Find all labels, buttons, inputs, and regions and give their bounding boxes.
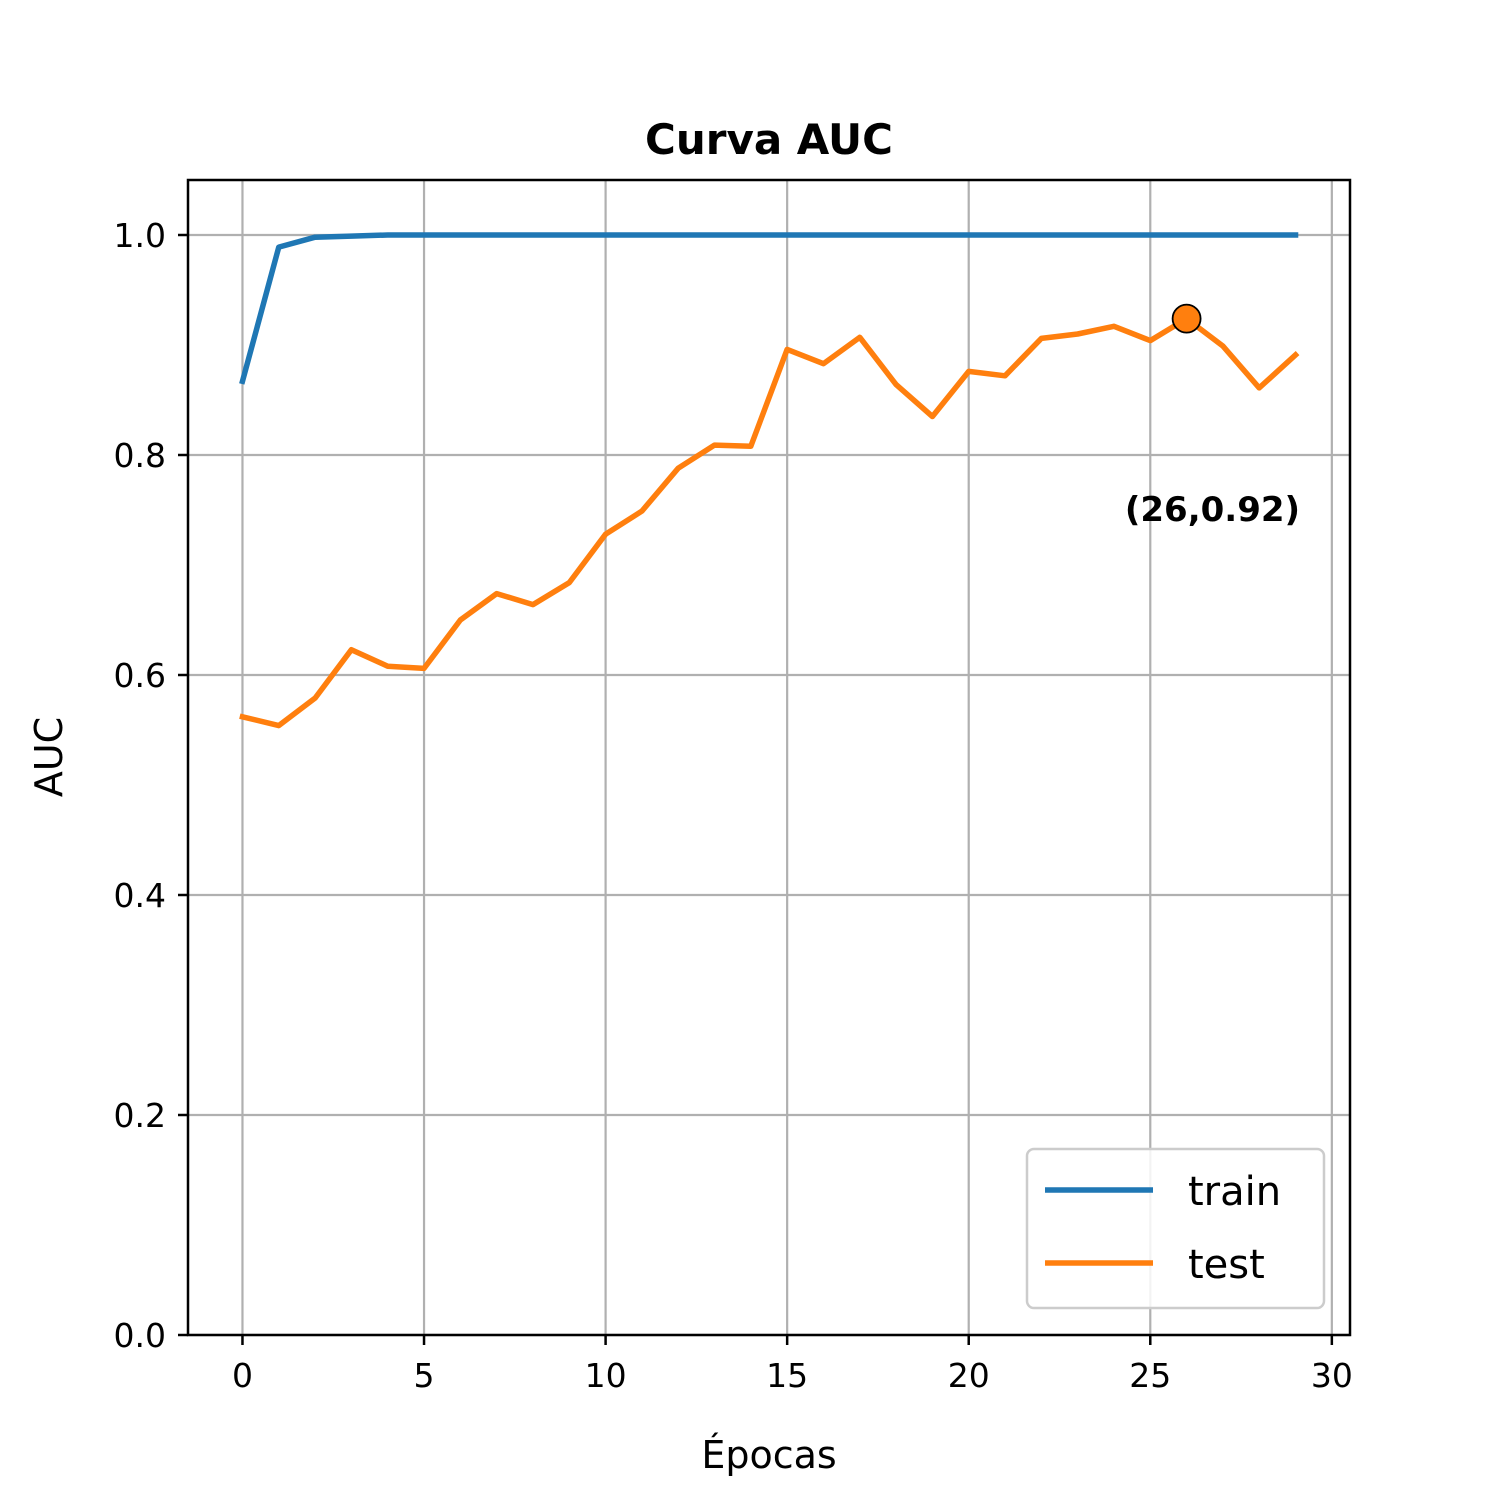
- x-tick-label: 20: [948, 1356, 990, 1395]
- x-tick-label: 30: [1311, 1356, 1353, 1395]
- chart-title: Curva AUC: [645, 115, 893, 164]
- y-tick-label: 0.0: [114, 1316, 166, 1355]
- x-tick-label: 15: [766, 1356, 808, 1395]
- x-tick-label: 10: [585, 1356, 627, 1395]
- y-tick-label: 1.0: [114, 216, 166, 255]
- best-point-annotation: (26,0.92): [1125, 490, 1300, 530]
- x-tick-label: 5: [414, 1356, 435, 1395]
- y-axis-label: AUC: [27, 717, 71, 797]
- plot-frame: [186, 178, 1352, 1337]
- marker-layer: [1171, 303, 1202, 334]
- y-tick-label: 0.4: [114, 876, 166, 915]
- tick-layer: 0 5 10 15 20 25 30 0.0 0.2 0.4 0.6 0.8 1.0: [114, 216, 1353, 1395]
- legend: train test: [1025, 1147, 1326, 1310]
- x-axis-label: Épocas: [701, 1433, 836, 1477]
- series-line-test: [239, 315, 1300, 729]
- legend-label-test: test: [1188, 1242, 1265, 1288]
- best-point-marker: [1171, 303, 1202, 334]
- legend-label-train: train: [1188, 1169, 1281, 1215]
- y-tick-label: 0.8: [114, 436, 166, 475]
- x-tick-label: 25: [1129, 1356, 1171, 1395]
- series-line-train: [239, 232, 1299, 385]
- x-tick-label: 0: [232, 1356, 253, 1395]
- y-tick-label: 0.2: [114, 1096, 166, 1135]
- y-tick-label: 0.6: [114, 656, 166, 695]
- series-layer: [239, 232, 1300, 729]
